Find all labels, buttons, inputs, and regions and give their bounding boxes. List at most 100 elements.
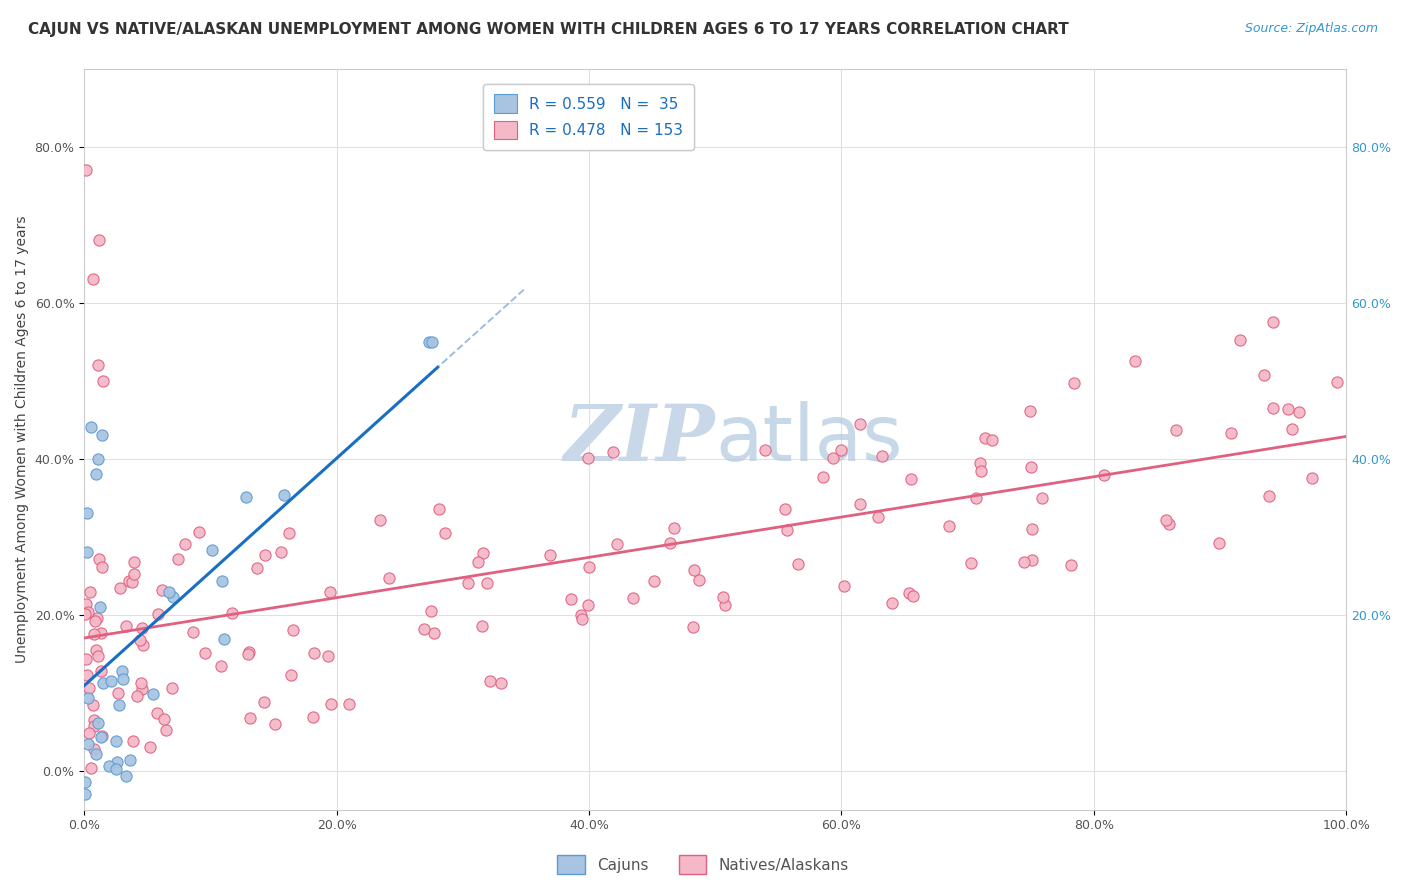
Point — [76, 545, 98, 559]
Point — [194, 646, 217, 660]
Point — [139, 740, 162, 755]
Point — [112, 672, 135, 686]
Point — [120, 752, 142, 766]
Point — [105, 762, 128, 776]
Point — [1123, 354, 1146, 368]
Y-axis label: Unemployment Among Women with Children Ages 6 to 17 years: Unemployment Among Women with Children A… — [15, 215, 30, 663]
Point — [270, 545, 292, 559]
Point — [76, 737, 98, 751]
Point — [1019, 403, 1042, 417]
Point — [82, 698, 104, 713]
Point — [129, 675, 152, 690]
Point — [84, 467, 107, 482]
Point — [90, 559, 112, 574]
Point — [77, 605, 100, 619]
Point — [412, 622, 434, 636]
Point — [238, 645, 260, 659]
Point — [811, 470, 834, 484]
Point — [132, 638, 155, 652]
Point — [100, 673, 122, 688]
Point — [131, 621, 153, 635]
Point — [973, 431, 995, 445]
Point — [1301, 471, 1323, 485]
Legend: R = 0.559   N =  35, R = 0.478   N = 153: R = 0.559 N = 35, R = 0.478 N = 153 — [484, 84, 693, 150]
Point — [368, 513, 391, 527]
Point — [83, 626, 105, 640]
Point — [560, 591, 582, 606]
Point — [959, 556, 981, 570]
Point — [280, 668, 302, 682]
Point — [1277, 401, 1299, 416]
Point — [418, 334, 440, 349]
Point — [90, 626, 112, 640]
Point — [1164, 423, 1187, 437]
Point — [118, 574, 141, 588]
Point — [80, 420, 103, 434]
Point — [688, 573, 710, 587]
Point — [89, 552, 111, 566]
Point — [427, 501, 450, 516]
Point — [75, 775, 97, 789]
Point — [569, 608, 592, 623]
Point — [754, 442, 776, 457]
Point — [1229, 333, 1251, 347]
Point — [86, 715, 108, 730]
Point — [108, 581, 131, 595]
Point — [115, 618, 138, 632]
Point — [683, 563, 706, 577]
Point — [211, 574, 233, 589]
Point — [87, 358, 110, 372]
Point — [302, 646, 325, 660]
Point — [87, 233, 110, 247]
Point — [221, 606, 243, 620]
Point — [321, 698, 343, 712]
Point — [849, 497, 872, 511]
Point — [1012, 555, 1035, 569]
Point — [776, 523, 799, 537]
Point — [1220, 425, 1243, 440]
Point — [155, 723, 177, 737]
Point — [1019, 459, 1042, 474]
Point — [87, 451, 110, 466]
Point — [1258, 489, 1281, 503]
Point — [125, 689, 148, 703]
Point — [246, 560, 269, 574]
Point — [1094, 468, 1116, 483]
Point — [174, 537, 197, 551]
Point — [253, 695, 276, 709]
Point — [157, 585, 180, 599]
Point — [491, 675, 513, 690]
Point — [830, 443, 852, 458]
Point — [1063, 376, 1085, 391]
Point — [1021, 522, 1043, 536]
Point — [970, 464, 993, 478]
Point — [339, 697, 361, 711]
Point — [146, 706, 169, 720]
Point — [90, 730, 112, 744]
Point — [264, 717, 287, 731]
Point — [91, 729, 114, 743]
Point — [201, 542, 224, 557]
Point — [75, 597, 97, 611]
Point — [89, 600, 111, 615]
Point — [84, 747, 107, 762]
Point — [77, 690, 100, 705]
Point — [576, 450, 599, 465]
Point — [868, 510, 890, 524]
Point — [98, 759, 121, 773]
Point — [75, 163, 97, 178]
Point — [849, 417, 872, 431]
Point — [969, 456, 991, 470]
Point — [253, 548, 276, 562]
Point — [212, 632, 235, 647]
Point — [423, 625, 446, 640]
Point — [714, 598, 737, 612]
Point — [1326, 375, 1348, 389]
Point — [236, 648, 259, 662]
Point — [467, 555, 489, 569]
Point — [105, 755, 128, 769]
Point — [150, 583, 173, 598]
Point — [1288, 405, 1310, 419]
Point — [107, 686, 129, 700]
Point — [86, 611, 108, 625]
